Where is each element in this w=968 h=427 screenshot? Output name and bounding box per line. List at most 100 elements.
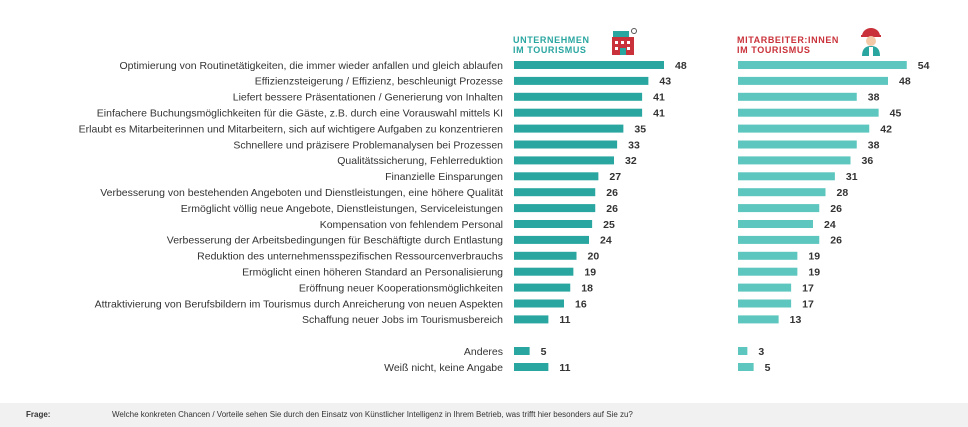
value-label-series2: 5 [765, 362, 771, 374]
value-label-series1: 48 [675, 60, 687, 72]
value-label-series1: 25 [603, 219, 615, 231]
bar-series1 [514, 315, 549, 324]
value-label-series1: 35 [634, 123, 646, 135]
bar-series2 [738, 61, 907, 69]
value-label-series1: 19 [584, 267, 596, 279]
value-label-series2: 48 [899, 76, 911, 88]
bar-series1 [514, 108, 643, 117]
value-label-series2: 36 [862, 155, 874, 167]
series-2-header-line2: IM TOURISMUS [737, 45, 811, 55]
value-label-series2: 31 [846, 171, 858, 183]
bar-series2 [738, 235, 820, 244]
value-label-series2: 19 [808, 251, 820, 263]
value-label-series2: 26 [830, 235, 842, 247]
series-1-header-line1: UNTERNEHMEN [513, 35, 590, 45]
bar-series2 [738, 140, 857, 149]
bar-series2 [738, 188, 826, 197]
category-label: Eröffnung neuer Kooperationsmöglichkeite… [299, 282, 503, 294]
category-label: Kompensation von fehlendem Personal [320, 219, 503, 231]
chart: UNTERNEHMEN IM TOURISMUS MITARBEITER:INN… [79, 28, 930, 374]
bar-series2 [738, 156, 851, 165]
value-label-series1: 20 [588, 251, 600, 263]
bar-series2 [738, 220, 813, 228]
value-label-series2: 13 [790, 314, 802, 326]
category-label: Verbesserung von bestehenden Angeboten u… [100, 187, 503, 199]
value-label-series2: 19 [808, 267, 820, 279]
bar-series2 [738, 267, 798, 276]
bar-series1 [514, 172, 599, 181]
value-label-series1: 26 [606, 187, 618, 199]
bar-series1 [514, 76, 649, 85]
value-label-series1: 33 [628, 139, 640, 151]
bar-series1 [514, 267, 574, 276]
value-label-series2: 17 [802, 298, 814, 310]
value-label-series1: 41 [653, 108, 665, 120]
bar-series1 [514, 188, 596, 197]
footer: Frage: Welche konkreten Chancen / Vortei… [0, 403, 968, 427]
category-label: Weiß nicht, keine Angabe [384, 362, 503, 374]
category-label: Ermöglicht einen höheren Standard an Per… [242, 267, 503, 279]
bar-series1 [514, 156, 614, 165]
value-label-series2: 38 [868, 139, 880, 151]
value-label-series2: 3 [758, 346, 764, 358]
value-label-series2: 38 [868, 92, 880, 104]
bar-series2 [738, 108, 879, 117]
bar-series1 [514, 251, 577, 260]
value-label-series1: 32 [625, 155, 637, 167]
bar-series2 [738, 299, 792, 308]
footer-label: Frage: [26, 410, 51, 419]
category-label: Schnellere und präzisere Problemanalysen… [233, 139, 503, 151]
bar-series2 [738, 347, 748, 355]
value-label-series1: 41 [653, 92, 665, 104]
hotel-building-icon [612, 28, 637, 55]
value-label-series1: 11 [559, 314, 570, 326]
category-label: Anderes [464, 346, 503, 358]
bar-series2 [738, 204, 820, 213]
bar-series1 [514, 347, 530, 355]
value-label-series2: 24 [824, 219, 836, 231]
value-label-series1: 43 [659, 76, 671, 88]
category-label: Attraktivierung von Berufsbildern im Tou… [95, 298, 504, 310]
bar-series2 [738, 172, 835, 181]
bar-series1 [514, 204, 596, 213]
value-label-series1: 11 [559, 362, 570, 374]
category-label: Reduktion des unternehmensspezifischen R… [197, 251, 503, 263]
bar-series1 [514, 92, 643, 101]
category-label: Ermöglicht völlig neue Angebote, Dienstl… [181, 203, 503, 215]
bar-series1 [514, 140, 618, 149]
value-label-series1: 27 [609, 171, 621, 183]
bar-series2 [738, 251, 798, 260]
category-label: Erlaubt es Mitarbeiterinnen und Mitarbei… [79, 123, 503, 135]
value-label-series2: 17 [802, 282, 814, 294]
value-label-series2: 28 [837, 187, 849, 199]
value-label-series2: 54 [918, 60, 930, 72]
bar-rows: Optimierung von Routinetätigkeiten, die … [79, 60, 930, 374]
worker-icon [861, 28, 881, 56]
bar-series2 [738, 283, 792, 292]
bar-series1 [514, 61, 664, 69]
bar-series1 [514, 299, 564, 308]
category-label: Optimierung von Routinetätigkeiten, die … [120, 60, 504, 72]
value-label-series2: 26 [830, 203, 842, 215]
value-label-series2: 42 [880, 123, 892, 135]
bar-series2 [738, 363, 754, 371]
series-headers: UNTERNEHMEN IM TOURISMUS MITARBEITER:INN… [513, 28, 881, 56]
value-label-series1: 26 [606, 203, 618, 215]
value-label-series2: 45 [890, 108, 902, 120]
category-label: Schaffung neuer Jobs im Tourismusbereich [302, 314, 503, 326]
series-2-header-line1: MITARBEITER:INNEN [737, 35, 839, 45]
footer-question: Welche konkreten Chancen / Vorteile sehe… [112, 410, 633, 419]
bar-series2 [738, 124, 870, 133]
bar-series1 [514, 363, 549, 371]
category-label: Einfachere Buchungsmöglichkeiten für die… [97, 108, 503, 120]
series-1-header-line2: IM TOURISMUS [513, 45, 587, 55]
bar-series2 [738, 315, 779, 324]
category-label: Effizienzsteigerung / Effizienz, beschle… [255, 76, 503, 88]
bar-series1 [514, 124, 624, 133]
bar-series1 [514, 283, 571, 292]
bar-series2 [738, 92, 857, 101]
bar-series2 [738, 76, 888, 85]
category-label: Verbesserung der Arbeitsbedingungen für … [167, 235, 503, 247]
bar-series1 [514, 235, 589, 244]
category-label: Finanzielle Einsparungen [385, 171, 503, 183]
